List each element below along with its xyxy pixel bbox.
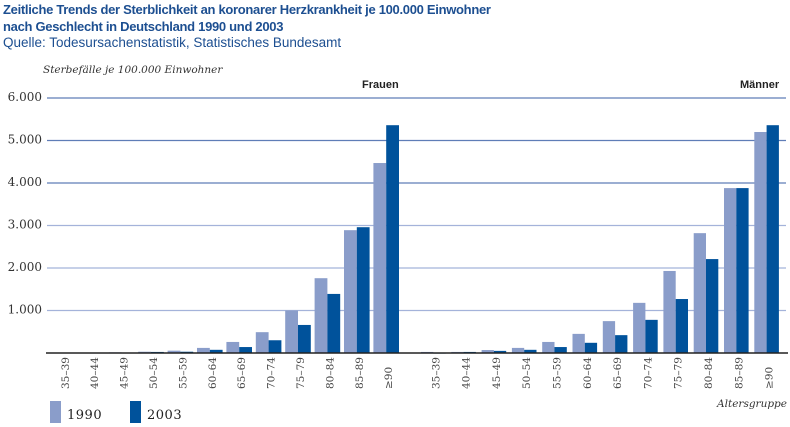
legend-label-2003: 2003 xyxy=(147,408,183,423)
chart-source: Quelle: Todesursachenstatistik, Statisti… xyxy=(3,35,342,50)
x-tick-label: 35–39 xyxy=(60,357,72,389)
x-tick-label: 60–64 xyxy=(207,357,219,389)
y-tick-label: 1.000 xyxy=(8,303,42,317)
bar-frauen-1990 xyxy=(314,278,328,353)
chart-title-line-1: Zeitliche Trends der Sterblichkeit an ko… xyxy=(3,2,491,17)
bar-maenner-2003 xyxy=(615,335,628,353)
y-tick-label: 5.000 xyxy=(8,133,42,147)
bar-frauen-1990 xyxy=(197,347,210,353)
x-tick-label: 40–44 xyxy=(461,357,473,389)
y-tick-label: 4.000 xyxy=(8,175,42,189)
bar-frauen-2003 xyxy=(239,347,252,353)
bar-maenner-2003 xyxy=(766,125,779,353)
bar-maenner-1990 xyxy=(754,132,767,353)
bar-frauen-2003 xyxy=(327,293,341,353)
x-tick-label: 80–84 xyxy=(703,357,715,389)
bar-maenner-1990 xyxy=(481,350,494,353)
bar-maenner-1990 xyxy=(663,270,676,353)
bar-maenner-1990 xyxy=(693,233,706,353)
bar-maenner-1990 xyxy=(542,341,555,353)
panel-label-maenner: Männer xyxy=(740,79,780,91)
x-axis-label: Altersgruppe xyxy=(717,398,787,410)
y-axis-ticks: 1.000 2.000 3.000 4.000 5.000 6.000 xyxy=(8,90,42,317)
x-tick-label: 55–59 xyxy=(177,357,189,389)
legend-swatch-1990 xyxy=(50,401,61,423)
x-tick-label: 80–84 xyxy=(324,357,336,389)
bar-frauen-2003 xyxy=(209,349,223,353)
x-tick-label: 65–69 xyxy=(236,357,248,389)
x-tick-label: 65–69 xyxy=(612,357,624,389)
bar-maenner-1990 xyxy=(633,302,646,353)
bar-maenner-2003 xyxy=(524,349,537,353)
bars xyxy=(50,125,779,354)
legend-label-1990: 1990 xyxy=(67,408,103,423)
bar-frauen-1990 xyxy=(226,341,240,353)
bar-frauen-2003 xyxy=(268,340,282,353)
bar-frauen-2003 xyxy=(356,227,370,353)
bar-frauen-1990 xyxy=(255,332,269,353)
y-axis-label: Sterbefälle je 100.000 Einwohner xyxy=(43,64,223,76)
x-tick-label: 45–49 xyxy=(119,357,131,389)
y-tick-label: 3.000 xyxy=(8,218,42,232)
bar-maenner-2003 xyxy=(554,347,567,353)
x-tick-label: ≥90 xyxy=(383,367,395,389)
bar-frauen-1990 xyxy=(344,230,357,353)
bar-maenner-2003 xyxy=(736,188,749,353)
bar-maenner-2003 xyxy=(706,259,719,353)
bar-frauen-1990 xyxy=(167,350,181,353)
bar-maenner-1990 xyxy=(511,347,525,353)
legend-swatch-2003 xyxy=(130,401,141,423)
bar-frauen-2003 xyxy=(298,324,311,353)
bar-frauen-1990 xyxy=(373,163,387,353)
x-tick-label: 50–54 xyxy=(148,357,160,389)
x-tick-label: 40–44 xyxy=(89,357,101,389)
bar-maenner-1990 xyxy=(572,333,585,353)
x-axis-ticks: 35–39 40–44 45–49 50–54 55–59 60–64 65–69 70–74… xyxy=(60,357,776,389)
x-tick-label: 60–64 xyxy=(582,357,594,389)
x-tick-label: 50–54 xyxy=(521,357,533,389)
chart-title-line-2: nach Geschlecht in Deutschland 1990 und … xyxy=(3,19,284,34)
bar-frauen-2003 xyxy=(386,125,399,353)
bar-maenner-1990 xyxy=(602,321,616,353)
x-tick-label: 85–89 xyxy=(733,357,745,389)
gridlines xyxy=(47,97,786,312)
y-tick-label: 2.000 xyxy=(8,260,42,274)
x-tick-label: 85–89 xyxy=(354,357,366,389)
bar-maenner-2003 xyxy=(645,319,658,353)
y-tick-label: 6.000 xyxy=(8,90,42,104)
bar-maenner-1990 xyxy=(724,188,737,353)
bar-maenner-2003 xyxy=(493,350,507,353)
bar-maenner-2003 xyxy=(584,342,598,353)
panel-label-frauen: Frauen xyxy=(362,79,399,91)
x-tick-label: 70–74 xyxy=(266,357,278,389)
x-tick-label: 35–39 xyxy=(430,357,442,389)
x-tick-label: 55–59 xyxy=(552,357,564,389)
x-tick-label: 70–74 xyxy=(642,357,654,389)
x-tick-label: ≥90 xyxy=(764,367,776,389)
bar-maenner-2003 xyxy=(675,299,688,353)
x-tick-label: 75–79 xyxy=(673,357,685,389)
bar-frauen-1990 xyxy=(285,310,298,353)
x-tick-label: 45–49 xyxy=(491,357,503,389)
chart-title: Zeitliche Trends der Sterblichkeit an ko… xyxy=(3,1,491,35)
x-tick-label: 75–79 xyxy=(295,357,307,389)
